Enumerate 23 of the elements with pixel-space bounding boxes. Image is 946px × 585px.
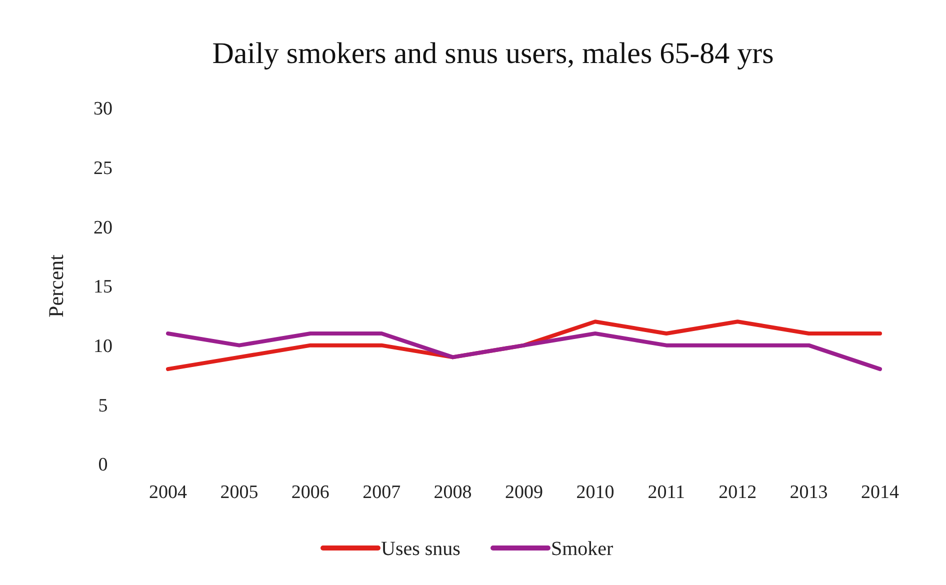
x-tick-label: 2008 xyxy=(434,482,472,503)
y-tick-label: 25 xyxy=(94,158,112,179)
x-tick-label: 2010 xyxy=(576,482,614,503)
x-tick-label: 2013 xyxy=(790,482,828,503)
x-tick-label: 2009 xyxy=(505,482,543,503)
y-tick-label: 0 xyxy=(98,454,108,476)
x-tick-label: 2011 xyxy=(648,482,686,503)
x-tick-label: 2014 xyxy=(861,482,900,503)
x-tick-label: 2012 xyxy=(718,482,757,503)
x-tick-label: 2007 xyxy=(362,482,401,503)
x-tick-label: 2004 xyxy=(149,482,188,503)
y-tick-label: 30 xyxy=(94,98,112,120)
legend-label: Smoker xyxy=(551,538,614,560)
y-tick-label: 20 xyxy=(94,217,112,238)
chart-title: Daily smokers and snus users, males 65-84 yrs xyxy=(212,37,774,70)
x-tick-label: 2005 xyxy=(220,482,258,503)
y-axis-title: Percent xyxy=(44,254,68,318)
line-series xyxy=(166,331,882,372)
y-tick-label: 5 xyxy=(98,395,108,416)
y-tick-label: 15 xyxy=(94,276,112,298)
x-tick-label: 2006 xyxy=(291,482,330,503)
y-tick-label: 10 xyxy=(94,336,112,357)
legend-label: Uses snus xyxy=(381,538,461,560)
